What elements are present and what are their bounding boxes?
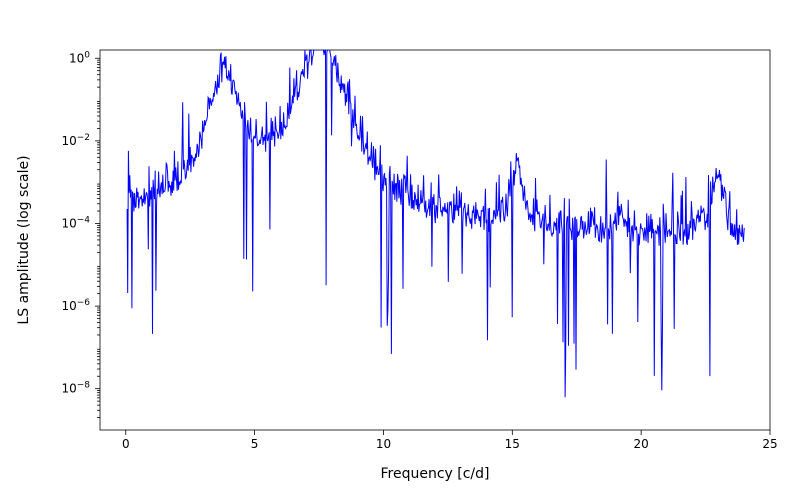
x-tick-label: 0 [122, 437, 130, 451]
x-tick-label: 20 [634, 437, 649, 451]
x-tick-label: 25 [762, 437, 777, 451]
y-axis-label: LS amplitude (log scale) [16, 155, 32, 324]
periodogram-chart: 051015202510−810−610−410−2100Frequency [… [0, 0, 800, 500]
x-tick-label: 15 [505, 437, 520, 451]
x-axis-label: Frequency [c/d] [381, 466, 490, 482]
x-tick-label: 10 [376, 437, 391, 451]
chart-background [0, 0, 800, 500]
x-tick-label: 5 [251, 437, 259, 451]
chart-svg: 051015202510−810−610−410−2100Frequency [… [0, 0, 800, 500]
